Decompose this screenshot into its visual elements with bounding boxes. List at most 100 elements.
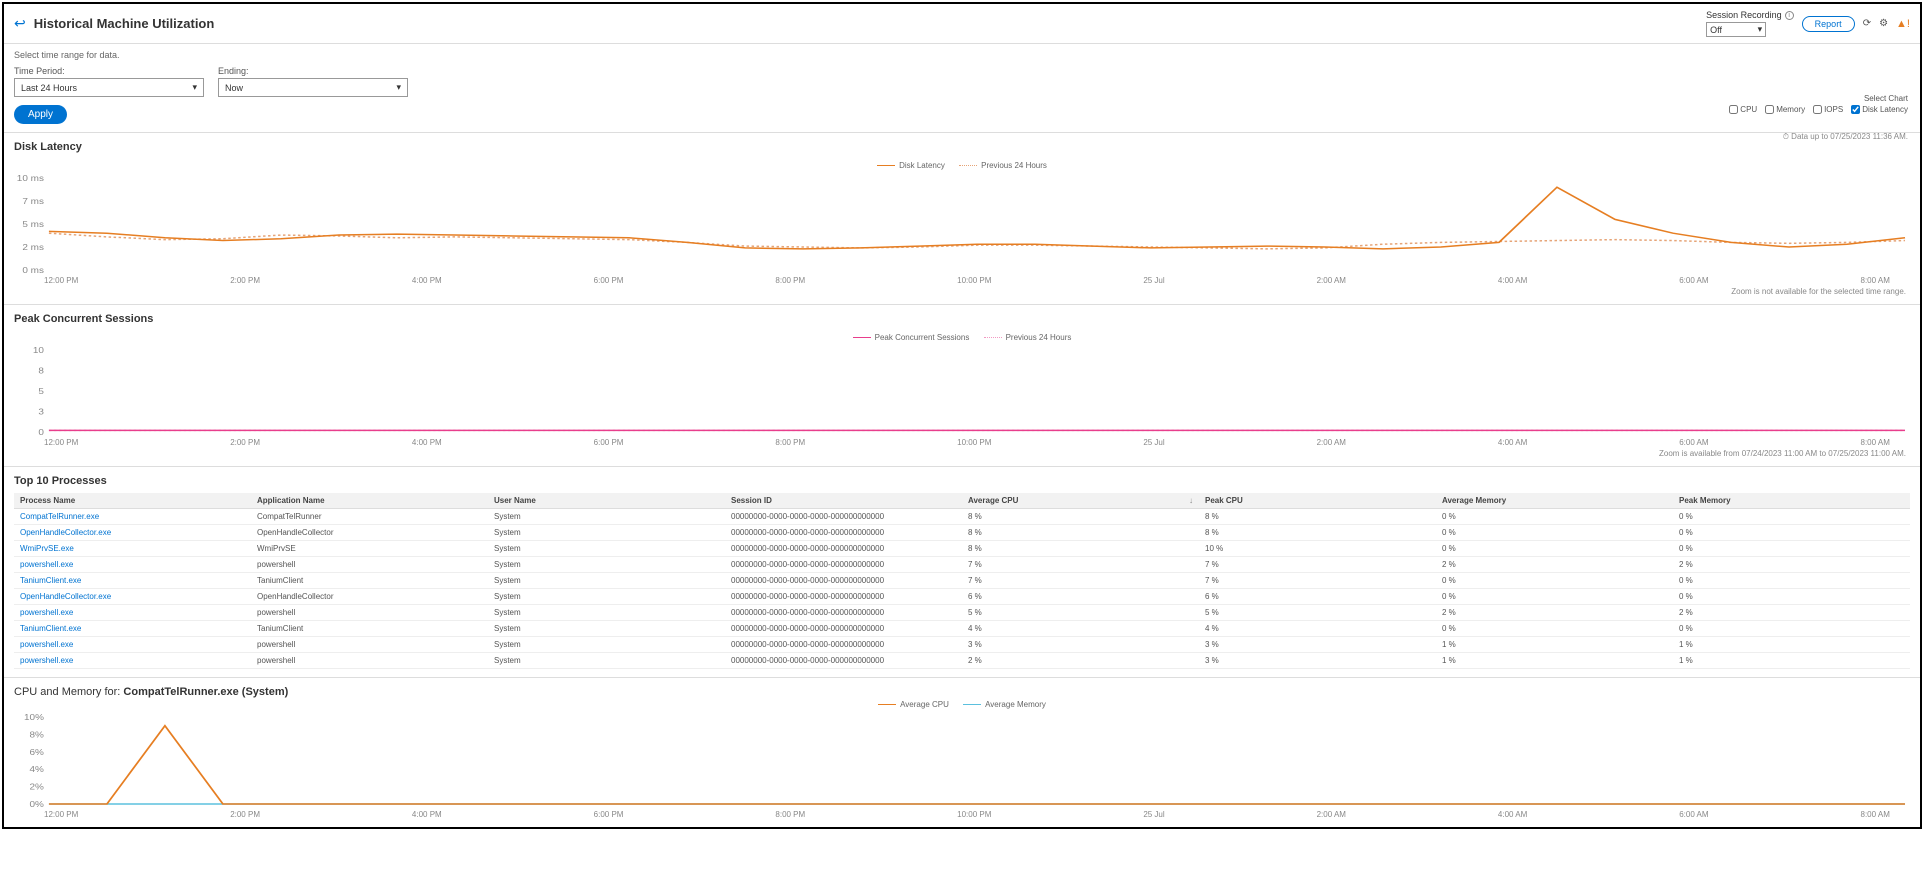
table-cell: 0 % [1436,509,1673,525]
table-cell: 3 % [1199,637,1436,653]
table-cell: 4 % [962,621,1199,637]
disk-latency-chart[interactable]: 10 ms7 ms5 ms2 ms0 ms [14,174,1910,274]
table-cell: powershell [251,557,488,573]
table-cell: 00000000-0000-0000-0000-000000000000 [725,557,962,573]
back-button[interactable]: ↩ [14,15,26,32]
table-cell: 00000000-0000-0000-0000-000000000000 [725,541,962,557]
table-cell: 0 % [1673,621,1910,637]
table-cell: 6 % [1199,589,1436,605]
table-cell: 0 % [1673,541,1910,557]
process-name-cell[interactable]: powershell.exe [14,653,251,669]
table-header[interactable]: Average CPU↓ [962,493,1199,509]
report-button[interactable]: Report [1802,16,1855,32]
process-name-cell[interactable]: TaniumClient.exe [14,573,251,589]
table-row: CompatTelRunner.exeCompatTelRunnerSystem… [14,509,1910,525]
gear-icon[interactable]: ⚙ [1879,18,1888,29]
table-cell: 0 % [1436,573,1673,589]
process-name-cell[interactable]: CompatTelRunner.exe [14,509,251,525]
table-cell: TaniumClient [251,573,488,589]
table-header[interactable]: Peak Memory [1673,493,1910,509]
table-cell: 00000000-0000-0000-0000-000000000000 [725,509,962,525]
table-cell: 8 % [1199,509,1436,525]
process-name-cell[interactable]: WmiPrvSE.exe [14,541,251,557]
process-name-cell[interactable]: powershell.exe [14,605,251,621]
process-name-cell[interactable]: powershell.exe [14,637,251,653]
sessions-section: Peak Concurrent Sessions Peak Concurrent… [4,304,1920,466]
ending-select[interactable]: Now▾ [218,78,408,97]
table-cell: 2 % [1673,557,1910,573]
sessions-zoom-note: Zoom is available from 07/24/2023 11:00 … [14,447,1910,458]
table-cell: System [488,509,725,525]
apply-button[interactable]: Apply [14,105,67,124]
table-cell: TaniumClient [251,621,488,637]
table-cell: 8 % [962,541,1199,557]
sessions-chart[interactable]: 108530 [14,346,1910,436]
process-name-cell[interactable]: OpenHandleCollector.exe [14,525,251,541]
cpu-memory-xaxis: 12:00 PM2:00 PM4:00 PM6:00 PM8:00 PM10:0… [14,808,1910,819]
time-period-label: Time Period: [14,66,204,76]
svg-text:8%: 8% [30,730,44,739]
svg-text:2 ms: 2 ms [22,243,44,252]
chart-check-memory[interactable]: Memory [1765,105,1805,114]
table-cell: 0 % [1436,589,1673,605]
chart-check-cpu[interactable]: CPU [1729,105,1757,114]
table-row: TaniumClient.exeTaniumClientSystem000000… [14,573,1910,589]
table-cell: 00000000-0000-0000-0000-000000000000 [725,637,962,653]
table-cell: 0 % [1673,509,1910,525]
process-name-cell[interactable]: powershell.exe [14,557,251,573]
svg-text:10: 10 [33,346,44,355]
session-recording-select[interactable]: Off▾ [1706,22,1766,37]
ending-label: Ending: [218,66,408,76]
table-row: powershell.exepowershellSystem00000000-0… [14,653,1910,669]
table-cell: 2 % [962,653,1199,669]
processes-table: Process NameApplication NameUser NameSes… [14,493,1910,669]
table-row: WmiPrvSE.exeWmiPrvSESystem00000000-0000-… [14,541,1910,557]
table-cell: powershell [251,605,488,621]
table-cell: 8 % [962,525,1199,541]
table-cell: 0 % [1673,573,1910,589]
cpu-memory-chart[interactable]: 10%8%6%4%2%0% [14,713,1910,808]
svg-text:0: 0 [38,428,44,436]
table-header[interactable]: Session ID [725,493,962,509]
table-cell: 1 % [1436,637,1673,653]
table-row: TaniumClient.exeTaniumClientSystem000000… [14,621,1910,637]
table-header[interactable]: Average Memory [1436,493,1673,509]
sessions-title: Peak Concurrent Sessions [14,313,1910,325]
svg-text:10 ms: 10 ms [17,174,45,183]
svg-text:5 ms: 5 ms [22,220,44,229]
table-row: powershell.exepowershellSystem00000000-0… [14,637,1910,653]
time-period-select[interactable]: Last 24 Hours▾ [14,78,204,97]
table-cell: System [488,573,725,589]
refresh-icon[interactable]: ⟳ [1863,18,1871,29]
table-row: powershell.exepowershellSystem00000000-0… [14,605,1910,621]
table-cell: 00000000-0000-0000-0000-000000000000 [725,525,962,541]
table-header[interactable]: Application Name [251,493,488,509]
chart-check-iops[interactable]: IOPS [1813,105,1843,114]
chart-check-disk-latency[interactable]: Disk Latency [1851,105,1908,114]
warning-icon[interactable]: ▲! [1896,18,1910,30]
table-cell: 8 % [962,509,1199,525]
info-icon[interactable]: i [1785,11,1794,20]
table-cell: 0 % [1673,589,1910,605]
disk-latency-xaxis: 12:00 PM2:00 PM4:00 PM6:00 PM8:00 PM10:0… [14,274,1910,285]
table-cell: 5 % [1199,605,1436,621]
table-header-row: Process NameApplication NameUser NameSes… [14,493,1910,509]
table-header[interactable]: Process Name [14,493,251,509]
table-header[interactable]: Peak CPU [1199,493,1436,509]
processes-section: Top 10 Processes Process NameApplication… [4,466,1920,677]
table-cell: 3 % [962,637,1199,653]
table-cell: System [488,637,725,653]
table-cell: powershell [251,653,488,669]
sessions-xaxis: 12:00 PM2:00 PM4:00 PM6:00 PM8:00 PM10:0… [14,436,1910,447]
table-row: OpenHandleCollector.exeOpenHandleCollect… [14,589,1910,605]
chevron-down-icon: ▾ [1758,24,1763,35]
table-header[interactable]: User Name [488,493,725,509]
table-cell: 2 % [1673,605,1910,621]
page-header: ↩ Historical Machine Utilization Session… [4,4,1920,44]
process-name-cell[interactable]: OpenHandleCollector.exe [14,589,251,605]
process-name-cell[interactable]: TaniumClient.exe [14,621,251,637]
page-title: Historical Machine Utilization [34,16,215,31]
session-recording-label: Session Recording i [1706,10,1794,20]
svg-text:0 ms: 0 ms [22,266,44,274]
disk-latency-section: Disk Latency Disk Latency Previous 24 Ho… [4,132,1920,304]
